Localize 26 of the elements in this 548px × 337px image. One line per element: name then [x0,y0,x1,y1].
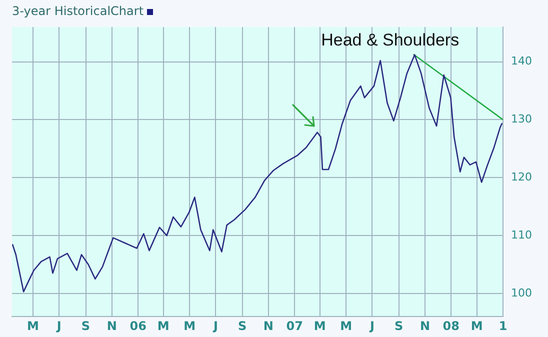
x-tick-label: M [314,318,326,333]
x-tick-label: 06 [130,318,146,333]
x-tick-label: M [184,318,196,333]
y-tick-label: 130 [511,112,532,126]
x-tick-label: S [81,318,90,333]
x-tick-label: 07 [286,318,303,333]
x-tick-label: S [394,318,404,333]
x-tick-label: J [56,318,62,333]
x-tick-label: 1 [498,318,508,333]
x-tick-label: N [263,318,274,333]
y-tick-label: 110 [511,228,532,242]
chart-title: 3-year HistoricalChart [12,4,144,18]
x-tick-label: M [157,318,170,333]
y-tick-label: 140 [511,54,532,68]
x-tick-label: J [368,318,374,333]
x-tick-label: S [238,318,247,333]
annotation: Head & Shoulders [321,30,460,50]
x-tick-label: J [212,318,218,333]
y-tick-label: 100 [511,286,532,300]
x-tick-label: N [106,318,117,333]
x-tick-label: 08 [442,318,460,333]
x-tick-label: M [340,318,352,333]
x-tick-label: N [420,318,430,333]
x-tick-label: M [470,318,483,333]
x-tick-label: M [27,318,39,333]
y-tick-label: 120 [511,170,532,184]
